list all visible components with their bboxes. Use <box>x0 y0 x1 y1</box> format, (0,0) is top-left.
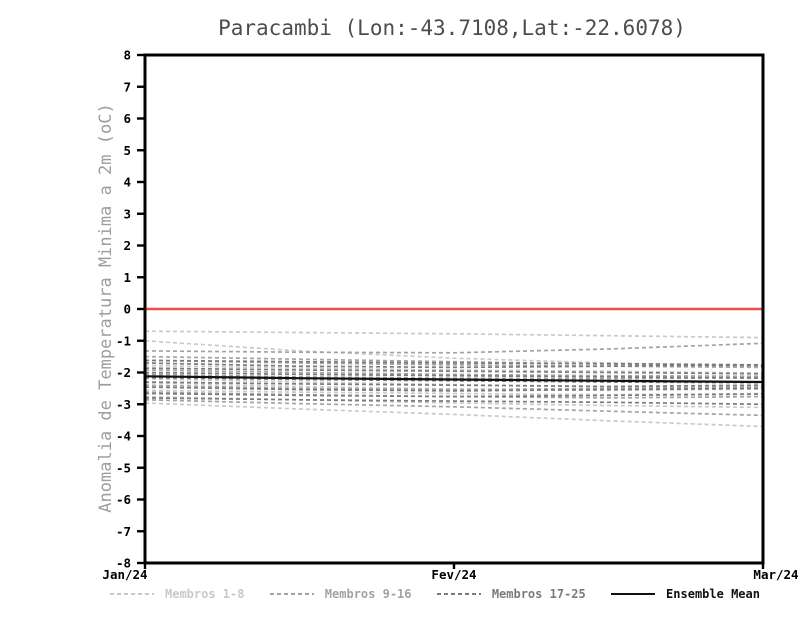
ensemble-member-line <box>144 395 764 409</box>
x-tick-label: Mar/24 <box>753 567 798 582</box>
dashed-line-swatch <box>269 593 314 595</box>
ensemble-member-line <box>144 367 764 375</box>
ensemble-member-line <box>144 364 764 374</box>
ensemble-member-line <box>144 371 764 380</box>
y-tick-label: -4 <box>116 429 131 444</box>
ensemble-member-line <box>144 398 764 417</box>
chart-title: Paracambi (Lon:-43.7108,Lat:-22.6078) <box>218 16 686 40</box>
legend-label: Ensemble Mean <box>666 587 760 601</box>
ensemble-member-line <box>144 339 764 368</box>
ensemble-member-line <box>144 386 764 392</box>
y-tick-label: -2 <box>116 365 131 380</box>
y-tick-label: 2 <box>123 238 131 253</box>
legend-item-membros-9-16: Membros 9-16 <box>269 587 412 601</box>
legend-label: Membros 1-8 <box>165 587 245 601</box>
y-tick-label: -1 <box>116 333 131 348</box>
y-tick-label: 5 <box>123 143 131 158</box>
solid-line-swatch <box>611 593 656 595</box>
y-tick-label: 8 <box>123 48 131 63</box>
x-tick-label: Fev/24 <box>431 567 476 582</box>
ensemble-member-line <box>144 397 764 406</box>
plot-frame <box>143 53 765 565</box>
dashed-line-swatch <box>110 593 154 595</box>
y-tick-label: -3 <box>116 397 131 412</box>
ensemble-member-line <box>144 376 764 384</box>
legend-item-membros-17-25: Membros 17-25 <box>436 587 586 601</box>
ensemble-member-line <box>144 355 764 368</box>
ensemble-mean-line <box>144 375 764 384</box>
y-tick-label: 1 <box>123 270 131 285</box>
y-tick-label: -8 <box>116 556 131 571</box>
ensemble-member-line <box>144 359 764 366</box>
legend-item-ensemble-mean: Ensemble Mean <box>611 587 760 601</box>
ensemble-member-line <box>144 402 764 428</box>
legend-item-membros-1-8: Membros 1-8 <box>110 587 244 601</box>
y-tick-label: -7 <box>116 524 131 539</box>
legend-label: Membros 17-25 <box>491 587 586 601</box>
ensemble-member-line <box>144 342 764 354</box>
y-tick-label: 7 <box>123 79 131 94</box>
ensemble-member-line <box>144 330 764 339</box>
ensemble-member-line <box>144 384 764 391</box>
x-tick-label: Jan/24 <box>102 567 147 582</box>
dashed-line-swatch <box>436 593 481 595</box>
y-tick-label: 6 <box>123 111 131 126</box>
ensemble-member-line <box>144 389 764 396</box>
y-tick-label: 4 <box>123 175 131 190</box>
ensemble-member-line <box>144 381 764 388</box>
y-tick-label: -6 <box>116 492 131 507</box>
ensemble-member-line <box>144 362 764 369</box>
y-tick-label: 0 <box>123 302 131 317</box>
ensemble-member-line <box>144 392 764 398</box>
legend-label: Membros 9-16 <box>324 587 412 601</box>
y-tick-label: 3 <box>123 206 131 221</box>
ensemble-member-line <box>144 359 764 369</box>
ensemble-member-line <box>144 369 764 378</box>
y-tick-label: -5 <box>116 460 131 475</box>
legend: Membros 1-8 Membros 9-16 Membros 17-25 E… <box>110 583 760 605</box>
ensemble-member-line <box>144 373 764 380</box>
